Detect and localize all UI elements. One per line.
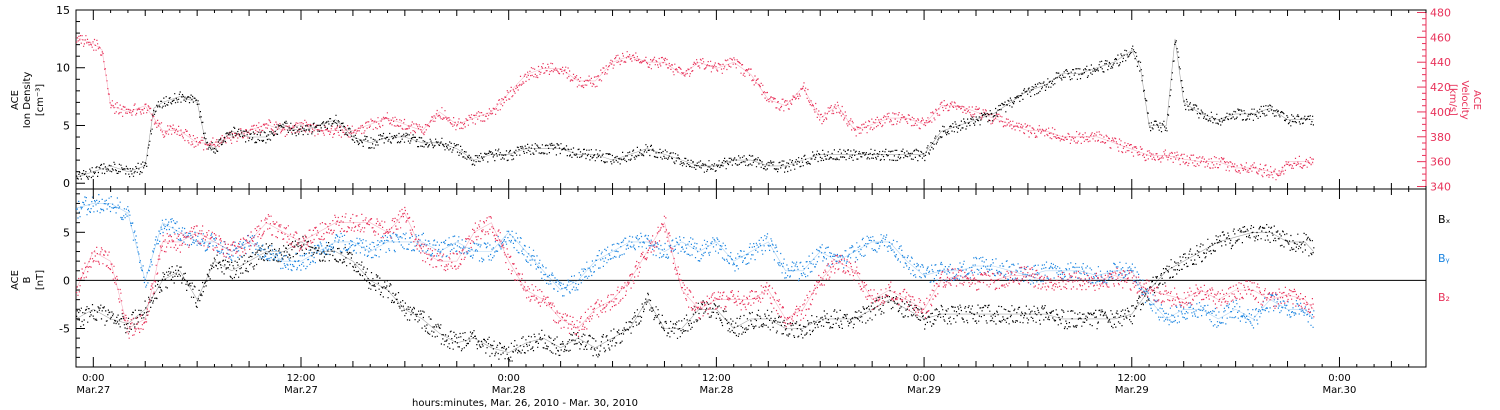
- velocity-ylabel: [km/s]: [1447, 84, 1458, 116]
- field-tick-label: -5: [59, 323, 70, 336]
- time-tick-label: 12:00: [287, 373, 316, 384]
- top-panel-frame: [75, 9, 1427, 190]
- velocity-tick-label: 440: [1430, 56, 1451, 69]
- date-tick-label: Mar.27: [76, 385, 110, 396]
- date-tick-label: Mar.30: [1323, 385, 1357, 396]
- density-ylabel: [cm⁻³]: [35, 84, 46, 116]
- legend-by: Bᵧ: [1438, 252, 1450, 265]
- density-trace: [75, 38, 1314, 178]
- density-points: [76, 40, 1314, 180]
- field-ylabel: [nT]: [35, 270, 46, 290]
- velocity-tick-label: 400: [1430, 106, 1451, 119]
- date-tick-label: Mar.27: [284, 385, 318, 396]
- time-tick-label: 12:00: [1117, 373, 1146, 384]
- bottom-panel: -5 0 5 ACE B [nT] Bₓ Bᵧ B₂: [10, 188, 1451, 368]
- velocity-points: [76, 35, 1314, 181]
- date-tick-label: Mar.28: [699, 385, 733, 396]
- xaxis-title: hours:minutes, Mar. 26, 2010 - Mar. 30, …: [412, 398, 638, 409]
- field-ylabel: B: [22, 276, 33, 283]
- velocity-trace: [75, 37, 1314, 175]
- date-tick-label: Mar.29: [1115, 385, 1149, 396]
- density-ylabel: ACE: [10, 90, 21, 110]
- velocity-tick-label: 340: [1430, 181, 1451, 194]
- density-tick-label: 10: [56, 62, 70, 75]
- top-panel: 0 5 10 15 340 360 380 400 420 440 460 480 ACE Ion …: [10, 4, 1482, 194]
- density-axis: 0 5 10 15: [56, 4, 85, 190]
- bz-points: [76, 206, 1315, 339]
- density-tick-label: 5: [63, 119, 70, 132]
- velocity-tick-label: 380: [1430, 131, 1451, 144]
- velocity-tick-label: 480: [1430, 6, 1451, 19]
- field-tick-label: 5: [63, 226, 70, 239]
- density-tick-label: 0: [63, 177, 70, 190]
- time-tick-label: 12:00: [702, 373, 731, 384]
- density-tick-label: 15: [56, 4, 70, 17]
- date-tick-label: Mar.28: [492, 385, 526, 396]
- velocity-tick-label: 460: [1430, 31, 1451, 44]
- time-tick-label: 0:00: [913, 373, 935, 384]
- velocity-axis: 340 360 380 400 420 440 460 480: [1417, 6, 1451, 194]
- date-tick-label: Mar.29: [907, 385, 941, 396]
- field-tick-label: 0: [63, 274, 70, 287]
- bottom-panel-marks: [75, 194, 1426, 362]
- velocity-tick-label: 360: [1430, 156, 1451, 169]
- time-tick-label: 0:00: [82, 373, 104, 384]
- velocity-ylabel: ACE: [1471, 90, 1482, 110]
- top-panel-marks: [75, 35, 1314, 181]
- legend-bz: B₂: [1438, 291, 1450, 304]
- velocity-tick-label: 420: [1430, 81, 1451, 94]
- bx-trace: [75, 232, 1314, 353]
- bz-trace: [75, 212, 1314, 329]
- by-points: [76, 194, 1315, 329]
- time-tick-label: 0:00: [497, 373, 519, 384]
- time-axis: 0:00Mar.2712:00Mar.270:00Mar.2812:00Mar.…: [76, 10, 1427, 396]
- bottom-panel-frame: [75, 188, 1427, 368]
- time-tick-label: 0:00: [1328, 373, 1350, 384]
- field-ylabel: ACE: [10, 270, 21, 290]
- density-ylabel: Ion Density: [22, 72, 33, 129]
- velocity-ylabel: Velocity: [1459, 80, 1470, 119]
- bx-points: [76, 224, 1315, 362]
- legend-bx: Bₓ: [1438, 213, 1451, 226]
- field-axis: -5 0 5: [59, 193, 85, 358]
- by-trace: [75, 203, 1314, 320]
